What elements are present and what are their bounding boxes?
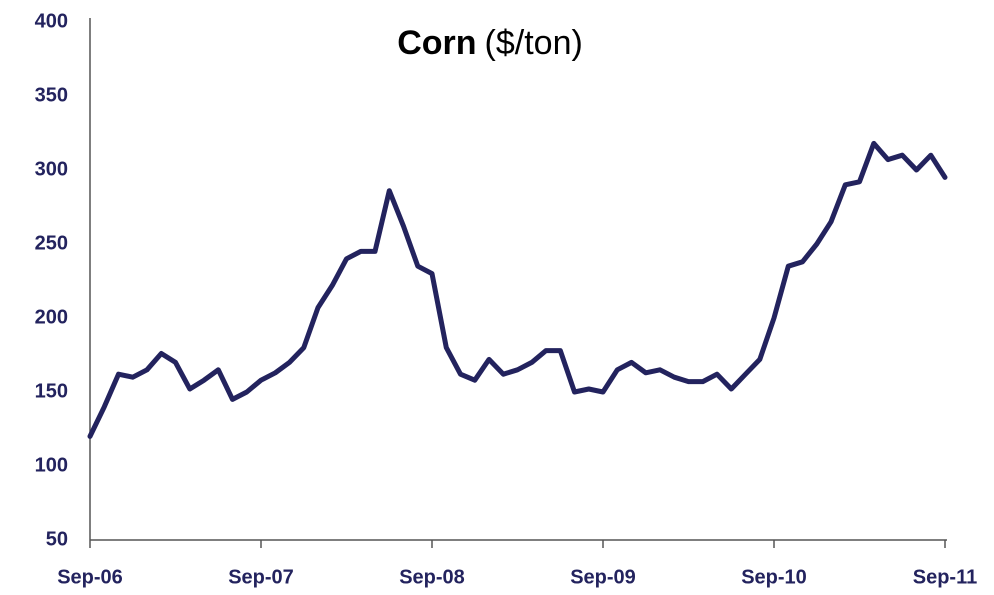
chart-title: Corn (397, 24, 476, 62)
y-tick-label: 50 (46, 528, 68, 550)
chart-title-group: Corn ($/ton) (397, 24, 583, 62)
x-tick-label: Sep-10 (741, 566, 807, 588)
y-tick-label: 100 (35, 454, 68, 476)
x-tick-label: Sep-07 (228, 566, 294, 588)
y-tick-label: 200 (35, 306, 68, 328)
y-tick-label: 350 (35, 84, 68, 106)
x-tick-label: Sep-09 (570, 566, 636, 588)
y-tick-label: 250 (35, 232, 68, 254)
y-tick-label: 150 (35, 380, 68, 402)
x-tick-label: Sep-06 (57, 566, 123, 588)
y-tick-label: 300 (35, 158, 68, 180)
chart-unit: ($/ton) (485, 24, 583, 62)
x-tick-label: Sep-11 (913, 566, 977, 588)
data-line (87, 140, 948, 439)
x-tick-label: Sep-08 (399, 566, 465, 588)
y-tick-label: 400 (35, 10, 68, 32)
